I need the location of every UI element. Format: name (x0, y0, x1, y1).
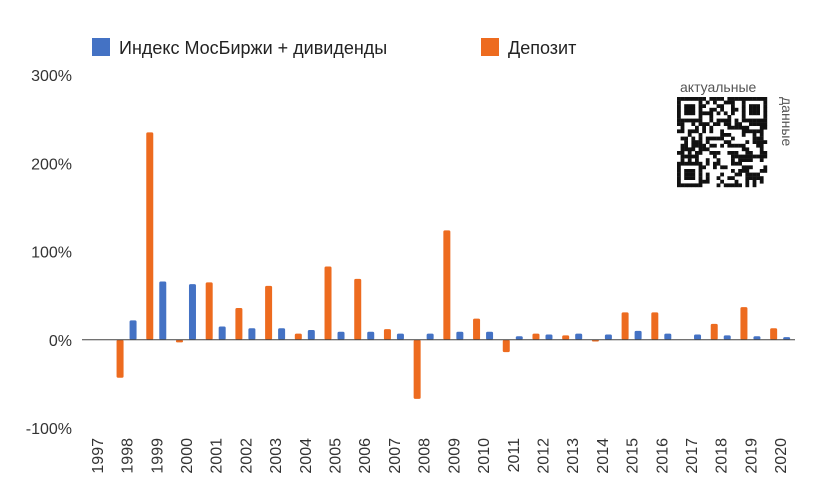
bar-index-2011 (515, 336, 523, 340)
bar-index-2019 (753, 336, 761, 340)
x-tick-label: 2017 (684, 438, 701, 474)
x-tick-label: 2018 (714, 438, 731, 474)
x-tick-label: 2020 (773, 438, 790, 474)
x-tick-label: 2015 (625, 438, 642, 474)
bar-index-2004 (307, 330, 315, 340)
bar-index-2000 (188, 284, 196, 340)
x-tick-label: 2008 (417, 438, 434, 474)
bar-deposit-2013 (562, 335, 570, 340)
x-tick-label: 2006 (357, 438, 374, 474)
bar-index-1998 (129, 320, 137, 340)
bar-index-2018 (723, 335, 731, 340)
legend-swatch-deposit (481, 38, 499, 56)
y-tick-label: -100% (26, 421, 72, 438)
bar-deposit-2011 (502, 339, 510, 353)
bar-index-2017 (694, 334, 702, 340)
x-tick-label: 2010 (476, 438, 493, 474)
bar-deposit-2008 (413, 339, 421, 399)
x-tick-label: 1999 (149, 438, 166, 474)
x-tick-label: 2007 (387, 438, 404, 474)
bar-deposit-2012 (532, 333, 540, 340)
bar-deposit-2015 (621, 312, 629, 340)
bar-index-2010 (486, 331, 494, 340)
bars (116, 132, 791, 399)
x-tick-label: 2000 (179, 438, 196, 474)
bar-deposit-2000 (175, 339, 183, 343)
bar-index-2001 (218, 326, 226, 340)
bar-deposit-2002 (235, 307, 243, 340)
x-tick-label: 2004 (298, 438, 315, 474)
bar-deposit-2005 (324, 266, 332, 340)
x-tick-label: 1998 (120, 438, 137, 474)
bar-deposit-2004 (294, 333, 302, 340)
legend-label-deposit: Депозит (508, 38, 576, 58)
bar-index-2013 (575, 333, 583, 340)
bar-index-2012 (545, 334, 553, 340)
y-axis: 300% 200% 100% 0% -100% (26, 68, 72, 438)
y-tick-label: 300% (31, 68, 72, 85)
x-tick-label: 2001 (209, 438, 226, 474)
legend-label-index: Индекс МосБиржи + дивиденды (119, 38, 387, 58)
x-tick-label: 2003 (268, 438, 285, 474)
y-tick-label: 200% (31, 156, 72, 173)
bar-index-2014 (604, 334, 612, 340)
x-tick-label: 2013 (565, 438, 582, 474)
bar-deposit-2019 (740, 307, 748, 340)
bar-deposit-2010 (473, 318, 481, 340)
bar-deposit-2007 (383, 329, 391, 340)
bar-deposit-1999 (146, 132, 154, 340)
qr-label-top: актуальные (680, 79, 757, 95)
bar-index-2007 (396, 333, 404, 340)
qr-code-watermark: актуальные данные (677, 79, 795, 188)
y-tick-label: 100% (31, 245, 72, 262)
bar-deposit-2018 (710, 323, 718, 340)
x-tick-label: 2005 (328, 438, 345, 474)
bar-deposit-1998 (116, 339, 124, 378)
bar-index-2008 (426, 333, 434, 340)
x-tick-label: 2016 (654, 438, 671, 474)
bar-index-2005 (337, 331, 345, 340)
x-tick-label: 2011 (506, 438, 523, 473)
qr-label-side: данные (779, 97, 795, 146)
x-tick-label: 1997 (90, 438, 107, 474)
x-tick-label: 2002 (238, 438, 255, 474)
bar-deposit-2020 (770, 328, 778, 340)
bar-index-2003 (278, 328, 286, 340)
legend: Индекс МосБиржи + дивиденды Депозит (92, 38, 576, 58)
bar-index-2015 (634, 330, 642, 340)
x-tick-label: 2012 (535, 438, 552, 474)
bar-deposit-2003 (265, 285, 273, 340)
bar-index-2002 (248, 328, 256, 340)
bar-index-2016 (664, 333, 672, 340)
bar-index-2020 (783, 337, 791, 340)
bar-deposit-2001 (205, 282, 213, 340)
bar-index-2009 (456, 331, 464, 340)
bar-deposit-2016 (651, 312, 659, 340)
x-axis: 1997 1998 1999 2000 2001 2002 2003 2004 2005 2006… (90, 438, 790, 474)
bar-deposit-2006 (354, 278, 362, 340)
bar-deposit-2009 (443, 230, 451, 340)
legend-swatch-index (92, 38, 110, 56)
y-tick-label: 0% (49, 333, 72, 350)
qr-code-image (677, 97, 768, 188)
bar-index-1999 (159, 281, 167, 340)
x-tick-label: 2009 (446, 438, 463, 474)
x-tick-label: 2019 (743, 438, 760, 474)
bar-index-2006 (367, 331, 375, 340)
x-tick-label: 2014 (595, 438, 612, 474)
